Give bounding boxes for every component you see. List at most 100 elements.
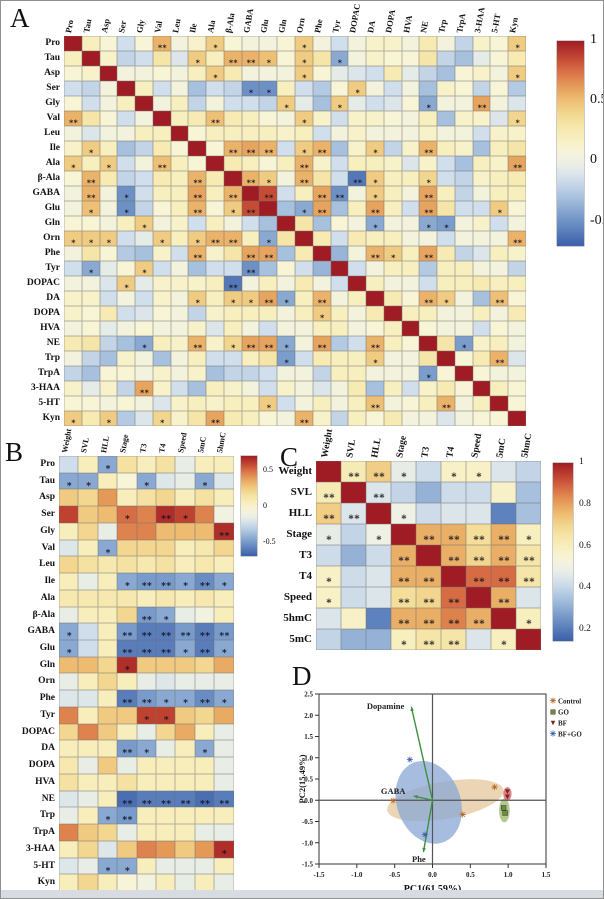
corr-cell bbox=[516, 482, 541, 503]
corr-cell bbox=[136, 589, 156, 607]
row-label: Ile bbox=[44, 576, 55, 587]
corr-cell bbox=[135, 171, 153, 186]
corr-cell bbox=[348, 216, 367, 231]
corr-cell bbox=[136, 840, 156, 858]
y-tick-label: -1.5 bbox=[302, 861, 314, 869]
corr-cell bbox=[491, 587, 516, 608]
corr-cell bbox=[214, 874, 234, 891]
colorbar-tick-label: 1 bbox=[590, 31, 597, 47]
corr-cell bbox=[152, 66, 171, 81]
corr-cell bbox=[241, 366, 260, 381]
corr-cell bbox=[78, 589, 98, 607]
corr-cell bbox=[277, 321, 295, 336]
corr-cell bbox=[170, 186, 189, 201]
corr-cell bbox=[81, 396, 100, 411]
corr-cell bbox=[117, 291, 136, 306]
corr-cell bbox=[391, 524, 416, 545]
corr-cell bbox=[437, 126, 455, 141]
corr-cell bbox=[391, 608, 416, 629]
colorbar-tick-label: 0.5 bbox=[590, 92, 603, 108]
corr-cell bbox=[152, 246, 171, 261]
corr-cell bbox=[312, 96, 331, 111]
corr-cell bbox=[117, 96, 136, 111]
corr-cell bbox=[508, 246, 527, 261]
corr-cell bbox=[401, 231, 420, 246]
corr-cell bbox=[97, 539, 118, 557]
corr-cell bbox=[454, 156, 473, 171]
corr-cell bbox=[81, 261, 100, 276]
corr-cell bbox=[454, 231, 473, 246]
corr-cell bbox=[490, 366, 509, 381]
corr-cell bbox=[490, 276, 509, 291]
corr-cell bbox=[99, 246, 118, 261]
corr-cell bbox=[175, 640, 195, 657]
corr-cell bbox=[454, 96, 473, 111]
row-label: Gln bbox=[39, 659, 55, 670]
corr-cell bbox=[117, 366, 136, 381]
colorbar-tick-label: -0.5 bbox=[590, 212, 603, 228]
corr-cell bbox=[64, 186, 82, 201]
corr-cell bbox=[152, 186, 171, 201]
corr-cell bbox=[259, 261, 278, 276]
corr-cell bbox=[117, 589, 137, 607]
corr-cell bbox=[223, 246, 242, 261]
corr-cell bbox=[366, 141, 384, 156]
corr-cell bbox=[491, 566, 516, 587]
window-bottom-strip bbox=[1, 890, 603, 898]
corr-cell bbox=[117, 201, 136, 216]
corr-cell bbox=[223, 231, 242, 246]
corr-cell bbox=[516, 608, 541, 629]
corr-cell bbox=[194, 522, 215, 540]
y-tick-label: -0.5 bbox=[302, 818, 314, 826]
column-label: β-Ala bbox=[223, 12, 237, 34]
corr-cell bbox=[175, 656, 195, 674]
corr-cell bbox=[214, 456, 234, 473]
corr-cell bbox=[156, 723, 176, 741]
corr-cell bbox=[401, 141, 420, 156]
corr-cell bbox=[152, 261, 171, 276]
corr-cell bbox=[64, 291, 82, 306]
corr-cell bbox=[472, 291, 491, 306]
corr-cell bbox=[330, 381, 349, 396]
corr-cell bbox=[466, 566, 491, 587]
corr-cell bbox=[223, 261, 242, 276]
corr-cell bbox=[419, 81, 438, 96]
corr-cell bbox=[419, 396, 438, 411]
corr-cell bbox=[383, 201, 402, 216]
corr-cell bbox=[383, 396, 402, 411]
corr-cell bbox=[78, 757, 98, 774]
corr-cell bbox=[117, 673, 137, 691]
corr-cell bbox=[508, 141, 527, 156]
corr-cell bbox=[454, 111, 473, 126]
corr-cell bbox=[348, 126, 367, 141]
corr-cell bbox=[437, 111, 455, 126]
corr-cell bbox=[78, 573, 98, 590]
corr-cell bbox=[194, 790, 215, 808]
corr-cell bbox=[194, 824, 215, 841]
corr-cell bbox=[78, 472, 98, 490]
corr-cell bbox=[81, 96, 100, 111]
corr-cell bbox=[437, 96, 455, 111]
corr-cell bbox=[259, 36, 278, 51]
corr-cell bbox=[64, 126, 82, 141]
corr-cell bbox=[437, 156, 455, 171]
corr-cell bbox=[170, 396, 189, 411]
corr-cell bbox=[97, 723, 118, 741]
column-label: Weight bbox=[60, 428, 74, 454]
corr-cell bbox=[472, 246, 491, 261]
corr-cell bbox=[454, 351, 473, 366]
corr-cell bbox=[175, 840, 195, 858]
corr-cell bbox=[78, 606, 98, 624]
corr-cell bbox=[194, 573, 215, 590]
corr-cell bbox=[156, 690, 176, 707]
corr-cell bbox=[117, 141, 136, 156]
corr-cell bbox=[241, 291, 260, 306]
corr-cell bbox=[330, 186, 349, 201]
corr-cell bbox=[277, 396, 295, 411]
column-label: HLL bbox=[98, 435, 111, 454]
corr-cell bbox=[135, 261, 153, 276]
corr-cell bbox=[401, 186, 420, 201]
corr-cell bbox=[97, 874, 118, 891]
corr-cell bbox=[78, 740, 98, 758]
corr-cell bbox=[170, 291, 189, 306]
